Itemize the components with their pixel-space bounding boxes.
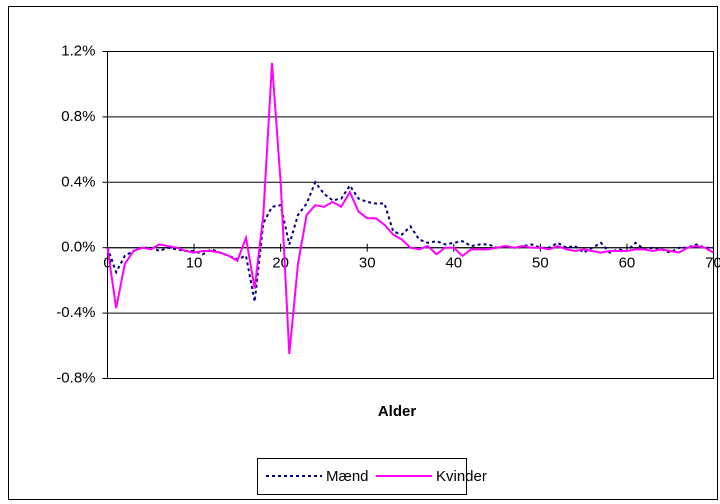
series-line (106, 62, 714, 355)
y-tick-label: -0.8% (56, 369, 95, 386)
legend-label: Kvinder (436, 468, 487, 485)
x-tick-label: 70 (705, 255, 720, 272)
x-tick-label: 20 (272, 255, 289, 272)
y-tick-label: 0.0% (61, 239, 95, 256)
y-tick-label: 0.8% (61, 108, 95, 125)
y-tick-label: 1.2% (61, 42, 95, 59)
legend: Mænd Kvinder (257, 458, 487, 495)
x-tick-label: 30 (359, 255, 376, 272)
y-tick-label: -0.4% (56, 304, 95, 321)
y-tick-label: 0.4% (61, 173, 95, 190)
x-tick-label: 10 (186, 255, 203, 272)
x-tick-label: 60 (619, 255, 636, 272)
x-tick-label: 50 (532, 255, 549, 272)
x-tick-label: 40 (445, 255, 462, 272)
x-axis-title: Alder (378, 403, 417, 420)
plot-area (107, 51, 714, 379)
legend-label: Mænd (326, 468, 369, 485)
x-tick-label: 0 (103, 255, 111, 272)
